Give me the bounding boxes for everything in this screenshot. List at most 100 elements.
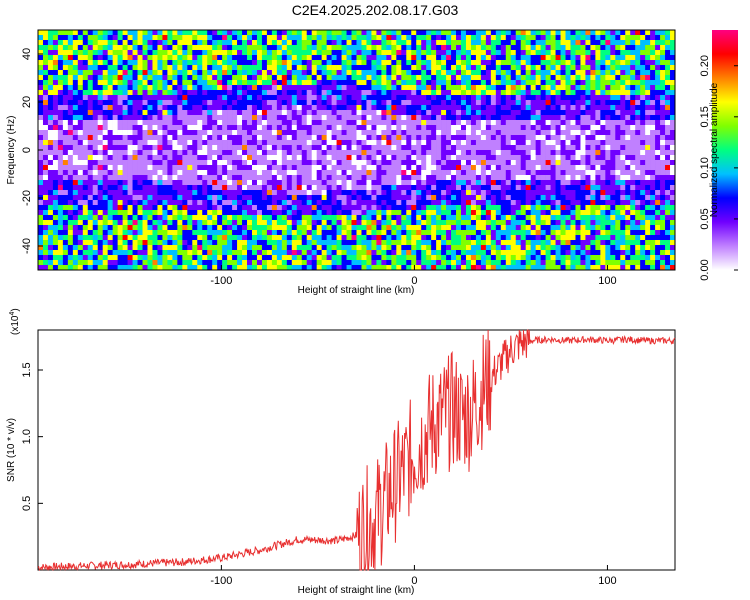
spectrogram-cell bbox=[530, 150, 536, 156]
spectrogram-cell bbox=[82, 65, 89, 71]
spectrogram-cell bbox=[590, 180, 596, 186]
spectrogram-cell bbox=[321, 140, 327, 146]
spectrogram-cell bbox=[351, 90, 357, 96]
spectrogram-cell bbox=[510, 155, 517, 161]
spectrogram-cell bbox=[446, 95, 452, 101]
spectrogram-cell bbox=[82, 100, 89, 106]
spectrogram-cell bbox=[67, 110, 74, 116]
spectrogram-cell bbox=[670, 90, 676, 96]
spectrogram-cell bbox=[630, 105, 636, 111]
spectrogram-cell bbox=[565, 180, 571, 186]
spectrogram-cell bbox=[396, 100, 402, 106]
spectrogram-cell bbox=[485, 75, 492, 81]
spectrogram-cell bbox=[291, 40, 298, 46]
spectrogram-cell bbox=[620, 85, 626, 91]
spectrogram-cell bbox=[167, 60, 173, 66]
spectrogram-cell bbox=[112, 140, 118, 146]
spectrogram-cell bbox=[301, 65, 308, 71]
spectrogram-cells bbox=[38, 30, 676, 271]
spectrogram-cell bbox=[361, 220, 367, 226]
spectrogram-cell bbox=[202, 50, 208, 56]
spectrogram-cell bbox=[187, 175, 193, 181]
spectrogram-cell bbox=[97, 160, 103, 166]
spectrogram-cell bbox=[316, 80, 322, 86]
spectrogram-cell bbox=[72, 35, 79, 41]
spectrogram-cell bbox=[421, 35, 427, 41]
spectrogram-cell bbox=[251, 185, 258, 191]
spectrogram-cell bbox=[182, 70, 188, 76]
spectrogram-cell bbox=[475, 115, 482, 121]
spectrogram-cell bbox=[152, 175, 158, 181]
spectrogram-cell bbox=[281, 100, 288, 106]
spectrogram-cell bbox=[411, 100, 417, 106]
spectrogram-cell bbox=[480, 80, 487, 86]
spectrogram-cell bbox=[655, 195, 661, 201]
spectrogram-cell bbox=[510, 130, 517, 136]
spectrogram-cell bbox=[505, 85, 512, 91]
spectrogram-cell bbox=[595, 205, 601, 211]
spectrogram-cell bbox=[670, 40, 676, 46]
spectrogram-cell bbox=[391, 180, 397, 186]
spectrogram-cell bbox=[505, 190, 512, 196]
spectrogram-cell bbox=[251, 170, 258, 176]
spectrogram-cell bbox=[480, 175, 487, 181]
spectrogram-cell bbox=[281, 85, 288, 91]
spectrogram-cell bbox=[227, 210, 233, 216]
spectrogram-cell bbox=[575, 90, 581, 96]
spectrogram-cell bbox=[421, 185, 427, 191]
spectrogram-cell bbox=[242, 105, 248, 111]
spectrogram-cell bbox=[585, 80, 591, 86]
spectrogram-cell bbox=[510, 190, 517, 196]
spectrogram-cell bbox=[92, 100, 99, 106]
spectrogram-cell bbox=[366, 220, 372, 226]
spectrogram-cell bbox=[366, 115, 372, 121]
spectrogram-cell bbox=[515, 150, 522, 156]
spectrogram-cell bbox=[590, 170, 596, 176]
spectrogram-cell bbox=[281, 195, 288, 201]
spectrogram-cell bbox=[261, 125, 268, 131]
spectrogram-cell bbox=[426, 85, 432, 91]
spectrogram-cell bbox=[321, 155, 327, 161]
spectrogram-cell bbox=[645, 200, 651, 206]
spectrogram-cell bbox=[57, 185, 64, 191]
spectrogram-cell bbox=[570, 90, 576, 96]
spectrogram-cell bbox=[177, 140, 183, 146]
spectrogram-cell bbox=[167, 125, 173, 131]
spectrogram-cell bbox=[565, 80, 571, 86]
spectrogram-cell bbox=[122, 50, 128, 56]
spectrogram-cell bbox=[610, 30, 616, 36]
spectrogram-cell bbox=[610, 175, 616, 181]
spectrogram-cell bbox=[376, 155, 382, 161]
spectrogram-cell bbox=[421, 55, 427, 61]
spectrogram-cell bbox=[331, 220, 337, 226]
spectrogram-cell bbox=[132, 110, 138, 116]
spectrogram-cell bbox=[271, 175, 278, 181]
spectrogram-cell bbox=[431, 135, 437, 141]
spectrogram-cell bbox=[635, 160, 641, 166]
spectrogram-cell bbox=[665, 220, 671, 226]
spectrogram-cell bbox=[565, 195, 571, 201]
spectrogram-cell bbox=[172, 125, 178, 131]
spectrogram-cell bbox=[376, 45, 382, 51]
spectrogram-cell bbox=[431, 100, 437, 106]
spectrogram-cell bbox=[441, 60, 447, 66]
spectrogram-cell bbox=[465, 125, 472, 131]
spectrogram-cell bbox=[242, 205, 248, 211]
spectrogram-cell bbox=[321, 210, 327, 216]
spectrogram-cell bbox=[416, 45, 422, 51]
spectrogram-cell bbox=[416, 130, 422, 136]
spectrogram-cell bbox=[451, 120, 457, 126]
spectrogram-cell bbox=[351, 70, 357, 76]
spectrogram-cell bbox=[510, 35, 517, 41]
spectrogram-cell bbox=[42, 225, 49, 231]
spectrogram-cell bbox=[605, 35, 611, 41]
spectrogram-cell bbox=[366, 130, 372, 136]
spectrogram-cell bbox=[172, 55, 178, 61]
spectrogram-cell bbox=[42, 190, 49, 196]
spectrogram-cell bbox=[411, 175, 417, 181]
spectrogram-cell bbox=[157, 140, 163, 146]
spectrogram-cell bbox=[500, 170, 507, 176]
spectrogram-cell bbox=[127, 205, 133, 211]
spectrogram-cell bbox=[102, 170, 108, 176]
spectrogram-cell bbox=[311, 140, 317, 146]
